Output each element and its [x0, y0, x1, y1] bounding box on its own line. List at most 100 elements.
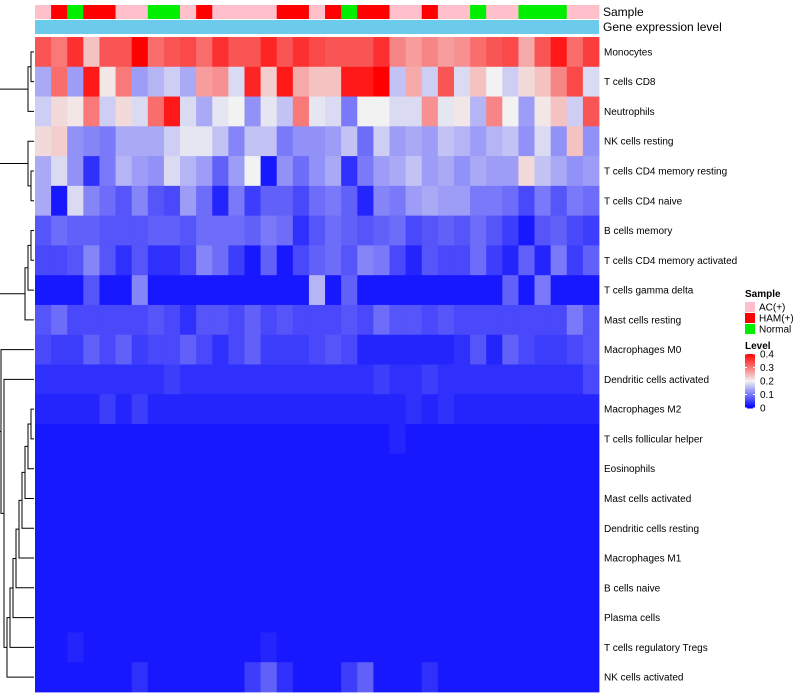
heatmap-cell [421, 364, 439, 395]
heatmap-cell [437, 304, 455, 336]
heatmap-cell [357, 66, 374, 97]
heatmap-cell [470, 543, 487, 574]
heatmap-cell [196, 572, 213, 604]
heatmap-cell [405, 304, 423, 336]
heatmap-cell [373, 215, 390, 246]
heatmap-cell [228, 543, 245, 574]
heatmap-cell [502, 483, 519, 514]
heatmap-cell [260, 126, 278, 157]
sample-cell [131, 5, 149, 19]
heatmap-cell [308, 453, 326, 484]
heatmap-cell [325, 156, 342, 187]
heatmap-cell [276, 424, 294, 455]
heatmap-cell [453, 424, 471, 455]
heatmap-cell [437, 245, 455, 276]
heatmap-cell [308, 602, 326, 633]
heatmap-cell [67, 156, 84, 187]
heatmap-cell [180, 453, 197, 484]
heatmap-cell [357, 275, 374, 306]
sample-cell [276, 5, 294, 19]
heatmap-cell [357, 96, 374, 127]
heatmap-cell [276, 662, 294, 693]
heatmap-cell [534, 543, 552, 574]
heatmap-cell [341, 334, 358, 365]
row-label: Macrophages M2 [604, 405, 682, 416]
heatmap-cell [518, 424, 535, 455]
heatmap-cell [99, 602, 116, 633]
heatmap-cell [115, 662, 133, 693]
heatmap-cell [163, 513, 181, 544]
heatmap-cell [389, 245, 407, 276]
heatmap-cell [163, 662, 181, 693]
heatmap-cell [308, 394, 326, 425]
heatmap-cell [115, 424, 133, 455]
heatmap-cell [35, 245, 52, 276]
heatmap-cell [421, 245, 439, 276]
heatmap-cell [276, 543, 294, 574]
heatmap-cell [405, 37, 423, 68]
heatmap-cell [308, 483, 326, 514]
sample-cell [405, 5, 423, 19]
heatmap-cell [308, 96, 326, 127]
heatmap-cell [115, 304, 133, 336]
heatmap-cell [325, 275, 342, 306]
heatmap-cell [308, 513, 326, 544]
heatmap-cell [35, 602, 52, 633]
heatmap-cell [99, 453, 116, 484]
heatmap-cell [437, 364, 455, 395]
heatmap-cell [582, 543, 600, 574]
heatmap-cell [357, 572, 374, 604]
heatmap-cell [228, 66, 245, 97]
heatmap-cell [566, 304, 584, 336]
heatmap-cell [292, 662, 310, 693]
heatmap-cell [534, 453, 552, 484]
heatmap-cell [292, 572, 310, 604]
heatmap-cell [99, 364, 116, 395]
heatmap-cell [115, 483, 133, 514]
legend-colorbar-segment [745, 374, 755, 377]
heatmap-cell [582, 424, 600, 455]
heatmap-cell [51, 156, 68, 187]
heatmap-cell [196, 37, 213, 68]
heatmap-cell [405, 424, 423, 455]
heatmap-cell [486, 483, 503, 514]
heatmap-cell [147, 364, 165, 395]
heatmap-cell [341, 364, 358, 395]
heatmap-cell [35, 572, 52, 604]
heatmap-cell [163, 364, 181, 395]
heatmap-cell [35, 37, 52, 68]
row-label: Neutrophils [604, 107, 655, 118]
heatmap-cell [212, 334, 229, 365]
heatmap-cell [405, 66, 423, 97]
heatmap-cell [292, 126, 310, 157]
heatmap-cell [212, 245, 229, 276]
heatmap-cell [276, 572, 294, 604]
legend-colorbar-segment [745, 362, 755, 364]
sample-cell [260, 5, 278, 19]
heatmap-cell [486, 424, 503, 455]
heatmap-cell [147, 37, 165, 68]
heatmap-cell [180, 424, 197, 455]
heatmap-cell [518, 156, 535, 187]
heatmap-cell [180, 602, 197, 633]
heatmap-cell [83, 453, 100, 484]
heatmap-cell [35, 483, 52, 514]
heatmap-cell [308, 66, 326, 97]
row-label: B cells naive [604, 583, 661, 594]
heatmap-cell [486, 334, 503, 365]
heatmap-cell [115, 543, 133, 574]
heatmap-cell [373, 662, 390, 693]
heatmap-cell [83, 602, 100, 633]
dendrogram-branch [18, 499, 34, 559]
gene-expression-bar [35, 20, 599, 34]
heatmap-cell [99, 66, 116, 97]
heatmap-cell [196, 543, 213, 574]
heatmap-cell [51, 215, 68, 246]
heatmap-cell [582, 215, 600, 246]
heatmap-cell [486, 394, 503, 425]
heatmap-cell [163, 394, 181, 425]
heatmap-cell [180, 304, 197, 336]
heatmap-cell [453, 632, 471, 663]
heatmap-cell [566, 572, 584, 604]
heatmap-cell [373, 543, 390, 574]
